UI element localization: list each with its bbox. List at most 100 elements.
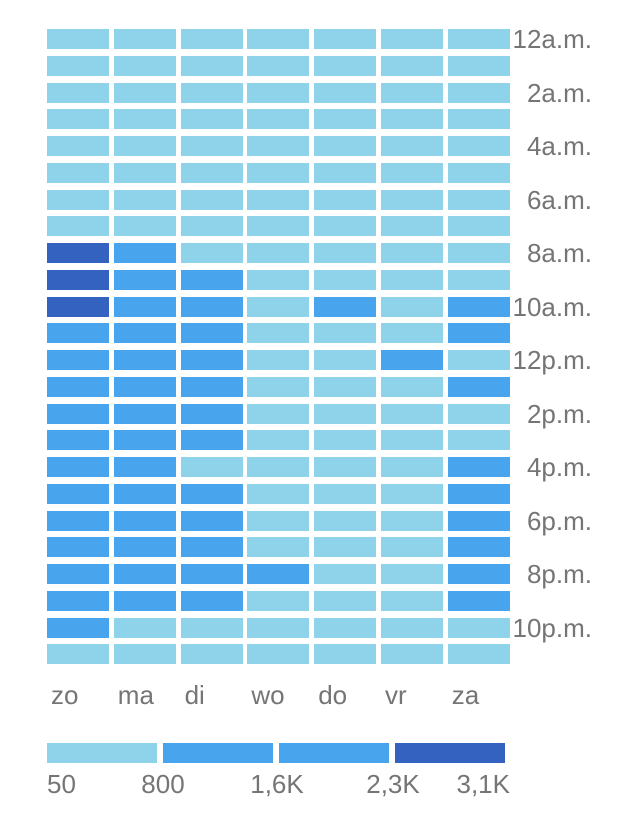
heatmap-cell[interactable] <box>113 644 176 665</box>
heatmap-cell[interactable] <box>247 55 310 76</box>
heatmap-cell[interactable] <box>113 323 176 344</box>
heatmap-cell[interactable] <box>180 55 243 76</box>
heatmap-cell[interactable] <box>447 537 510 558</box>
heatmap-cell[interactable] <box>180 136 243 156</box>
heatmap-cell[interactable] <box>180 376 243 397</box>
heatmap-cell[interactable] <box>380 109 443 130</box>
heatmap-cell[interactable] <box>447 483 510 504</box>
heatmap-cell[interactable] <box>113 29 176 49</box>
heatmap-cell[interactable] <box>47 403 109 424</box>
heatmap-cell[interactable] <box>314 590 377 611</box>
heatmap-cell[interactable] <box>447 564 510 584</box>
heatmap-cell[interactable] <box>447 430 510 451</box>
heatmap-cell[interactable] <box>180 350 243 370</box>
heatmap-cell[interactable] <box>113 617 176 638</box>
heatmap-cell[interactable] <box>47 644 109 665</box>
heatmap-cell[interactable] <box>380 269 443 290</box>
heatmap-cell[interactable] <box>113 376 176 397</box>
heatmap-cell[interactable] <box>447 109 510 130</box>
heatmap-cell[interactable] <box>447 29 510 49</box>
heatmap-cell[interactable] <box>113 162 176 183</box>
heatmap-cell[interactable] <box>314 430 377 451</box>
heatmap-cell[interactable] <box>180 189 243 210</box>
heatmap-cell[interactable] <box>447 457 510 477</box>
heatmap-cell[interactable] <box>47 617 109 638</box>
heatmap-cell[interactable] <box>314 457 377 477</box>
heatmap-cell[interactable] <box>113 403 176 424</box>
heatmap-cell[interactable] <box>247 483 310 504</box>
heatmap-cell[interactable] <box>447 590 510 611</box>
heatmap-cell[interactable] <box>247 162 310 183</box>
heatmap-cell[interactable] <box>247 82 310 103</box>
heatmap-cell[interactable] <box>113 243 176 263</box>
heatmap-cell[interactable] <box>47 109 109 130</box>
heatmap-cell[interactable] <box>314 537 377 558</box>
heatmap-cell[interactable] <box>380 29 443 49</box>
heatmap-cell[interactable] <box>447 269 510 290</box>
heatmap-cell[interactable] <box>247 323 310 344</box>
heatmap-cell[interactable] <box>113 350 176 370</box>
heatmap-cell[interactable] <box>180 323 243 344</box>
heatmap-cell[interactable] <box>180 590 243 611</box>
heatmap-cell[interactable] <box>113 109 176 130</box>
heatmap-cell[interactable] <box>247 457 310 477</box>
heatmap-cell[interactable] <box>247 136 310 156</box>
heatmap-cell[interactable] <box>380 82 443 103</box>
heatmap-cell[interactable] <box>380 162 443 183</box>
heatmap-cell[interactable] <box>314 269 377 290</box>
heatmap-cell[interactable] <box>314 162 377 183</box>
heatmap-cell[interactable] <box>314 296 377 317</box>
heatmap-cell[interactable] <box>380 243 443 263</box>
heatmap-cell[interactable] <box>380 376 443 397</box>
heatmap-cell[interactable] <box>47 243 109 263</box>
heatmap-cell[interactable] <box>247 564 310 584</box>
heatmap-cell[interactable] <box>380 483 443 504</box>
heatmap-cell[interactable] <box>314 564 377 584</box>
heatmap-cell[interactable] <box>380 350 443 370</box>
heatmap-cell[interactable] <box>314 350 377 370</box>
heatmap-cell[interactable] <box>380 457 443 477</box>
heatmap-cell[interactable] <box>380 564 443 584</box>
heatmap-cell[interactable] <box>247 537 310 558</box>
heatmap-cell[interactable] <box>380 617 443 638</box>
heatmap-cell[interactable] <box>180 162 243 183</box>
heatmap-cell[interactable] <box>113 269 176 290</box>
heatmap-cell[interactable] <box>247 617 310 638</box>
heatmap-cell[interactable] <box>47 296 109 317</box>
heatmap-cell[interactable] <box>113 483 176 504</box>
heatmap-cell[interactable] <box>47 189 109 210</box>
heatmap-cell[interactable] <box>447 296 510 317</box>
heatmap-cell[interactable] <box>380 189 443 210</box>
heatmap-cell[interactable] <box>47 376 109 397</box>
heatmap-cell[interactable] <box>314 617 377 638</box>
heatmap-cell[interactable] <box>47 162 109 183</box>
heatmap-cell[interactable] <box>113 457 176 477</box>
heatmap-cell[interactable] <box>247 403 310 424</box>
heatmap-cell[interactable] <box>47 457 109 477</box>
heatmap-cell[interactable] <box>47 82 109 103</box>
heatmap-cell[interactable] <box>47 29 109 49</box>
heatmap-cell[interactable] <box>447 617 510 638</box>
heatmap-cell[interactable] <box>247 590 310 611</box>
heatmap-cell[interactable] <box>314 189 377 210</box>
heatmap-cell[interactable] <box>247 430 310 451</box>
heatmap-cell[interactable] <box>380 136 443 156</box>
heatmap-cell[interactable] <box>180 457 243 477</box>
heatmap-cell[interactable] <box>247 296 310 317</box>
heatmap-cell[interactable] <box>314 82 377 103</box>
heatmap-cell[interactable] <box>447 216 510 237</box>
heatmap-cell[interactable] <box>447 55 510 76</box>
heatmap-cell[interactable] <box>47 537 109 558</box>
heatmap-cell[interactable] <box>380 510 443 531</box>
heatmap-cell[interactable] <box>247 29 310 49</box>
heatmap-cell[interactable] <box>247 376 310 397</box>
heatmap-cell[interactable] <box>247 243 310 263</box>
heatmap-cell[interactable] <box>113 510 176 531</box>
heatmap-cell[interactable] <box>447 644 510 665</box>
heatmap-cell[interactable] <box>180 403 243 424</box>
heatmap-cell[interactable] <box>247 109 310 130</box>
heatmap-cell[interactable] <box>113 537 176 558</box>
heatmap-cell[interactable] <box>180 269 243 290</box>
heatmap-cell[interactable] <box>380 323 443 344</box>
heatmap-cell[interactable] <box>47 216 109 237</box>
